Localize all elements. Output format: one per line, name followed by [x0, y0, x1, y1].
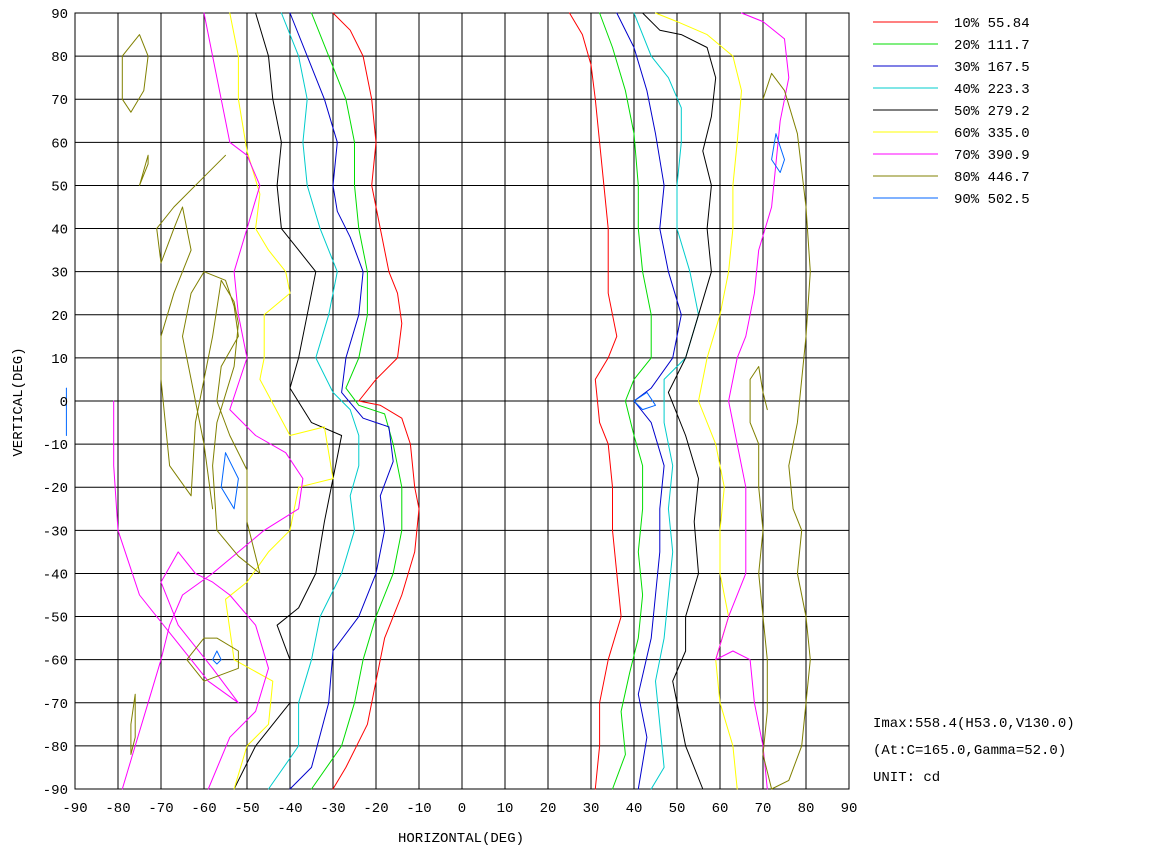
contour-line — [212, 650, 222, 665]
contour-line — [749, 72, 811, 790]
y-tick-label: 80 — [51, 50, 68, 66]
legend-label: 40% 223.3 — [954, 82, 1030, 98]
contour-series-30 — [289, 12, 682, 790]
x-tick-label: -40 — [277, 801, 302, 817]
y-tick-label: -30 — [43, 524, 68, 540]
plot-grid — [74, 12, 850, 790]
y-tick-label: -70 — [43, 697, 68, 713]
y-axis-label: VERTICAL(DEG) — [11, 347, 27, 456]
contour-line — [130, 693, 136, 755]
y-tick-labels: 90 80 70 60 50 40 30 20 10 0 -10 -20 -30 -40 -50 -60 -70… — [43, 7, 68, 799]
y-tick-label: 10 — [51, 352, 68, 368]
x-tick-label: 10 — [497, 801, 514, 817]
contour-line — [268, 12, 360, 790]
legend-label: 90% 502.5 — [954, 192, 1030, 208]
x-tick-label: 20 — [540, 801, 557, 817]
x-tick-label: -60 — [191, 801, 216, 817]
y-tick-label: 40 — [51, 223, 68, 239]
contour-line — [233, 12, 343, 790]
y-tick-label: 60 — [51, 136, 68, 152]
legend-label: 30% 167.5 — [954, 60, 1030, 76]
contour-line — [633, 12, 699, 790]
x-tick-label: 30 — [583, 801, 600, 817]
contour-line — [220, 452, 239, 510]
y-tick-label: -20 — [43, 481, 68, 497]
contour-line — [289, 12, 394, 790]
x-tick-label: 50 — [669, 801, 686, 817]
y-tick-label: -10 — [43, 438, 68, 454]
contour-line — [599, 12, 652, 790]
x-tick-label: -70 — [148, 801, 173, 817]
imax-annotation: Imax:558.4(H53.0,V130.0) — [873, 716, 1075, 732]
x-tick-label: 40 — [626, 801, 643, 817]
x-tick-label: 80 — [798, 801, 815, 817]
y-tick-label: 90 — [51, 7, 68, 23]
x-tick-label: 60 — [712, 801, 729, 817]
contour-line — [186, 637, 239, 682]
x-tick-label: -80 — [105, 801, 130, 817]
y-tick-label: 30 — [51, 266, 68, 282]
y-tick-label: -50 — [43, 611, 68, 627]
contour-line — [569, 12, 622, 790]
y-tick-label: 50 — [51, 179, 68, 195]
legend-label: 50% 279.2 — [954, 104, 1030, 120]
reference-annotation: (At:C=165.0,Gamma=52.0) — [873, 743, 1066, 759]
legend-label: 80% 446.7 — [954, 170, 1030, 186]
contour-line — [633, 391, 656, 411]
contour-line — [332, 12, 420, 790]
contour-series-20 — [311, 12, 652, 790]
contour-line — [121, 34, 149, 113]
contour-series-10 — [332, 12, 622, 790]
contour-line — [139, 154, 149, 186]
y-tick-label: 70 — [51, 93, 68, 109]
contour-line — [113, 400, 269, 790]
legend-label: 20% 111.7 — [954, 38, 1030, 54]
x-tick-labels: -90 -80 -70 -60 -50 -40 -30 -20 -10 0 10 20 30 40 50 60… — [62, 801, 857, 817]
contour-series-90 — [65, 133, 785, 665]
x-tick-label: 70 — [755, 801, 772, 817]
x-axis-label: HORIZONTAL(DEG) — [398, 831, 524, 847]
contour-line — [156, 154, 261, 574]
legend-label: 10% 55.84 — [954, 16, 1030, 32]
contour-lines — [65, 12, 811, 790]
x-tick-label: -10 — [406, 801, 431, 817]
contour-line — [225, 12, 334, 790]
unit-annotation: UNIT: cd — [873, 770, 940, 786]
x-tick-label: -50 — [234, 801, 259, 817]
y-tick-label: -60 — [43, 654, 68, 670]
x-tick-label: 90 — [841, 801, 858, 817]
contour-line — [715, 12, 790, 790]
legend: 10% 55.84 20% 111.7 30% 167.5 40% 223.3 50% … — [873, 16, 1030, 208]
x-tick-label: -90 — [62, 801, 87, 817]
contour-series-70 — [113, 12, 790, 790]
x-tick-label: 0 — [458, 801, 466, 817]
x-tick-label: -30 — [320, 801, 345, 817]
contour-series-40 — [268, 12, 699, 790]
legend-label: 60% 335.0 — [954, 126, 1030, 142]
contour-line — [771, 133, 785, 173]
legend-label: 70% 390.9 — [954, 148, 1030, 164]
y-tick-label: -40 — [43, 567, 68, 583]
y-tick-label: 0 — [60, 395, 68, 411]
contour-line — [311, 12, 403, 790]
contour-line — [616, 12, 682, 790]
y-tick-label: -90 — [43, 783, 68, 799]
y-tick-label: 20 — [51, 309, 68, 325]
contour-series-80 — [121, 34, 811, 790]
y-tick-label: -80 — [43, 740, 68, 756]
contour-line — [642, 12, 717, 790]
x-tick-label: -20 — [363, 801, 388, 817]
contour-series-50 — [233, 12, 717, 790]
